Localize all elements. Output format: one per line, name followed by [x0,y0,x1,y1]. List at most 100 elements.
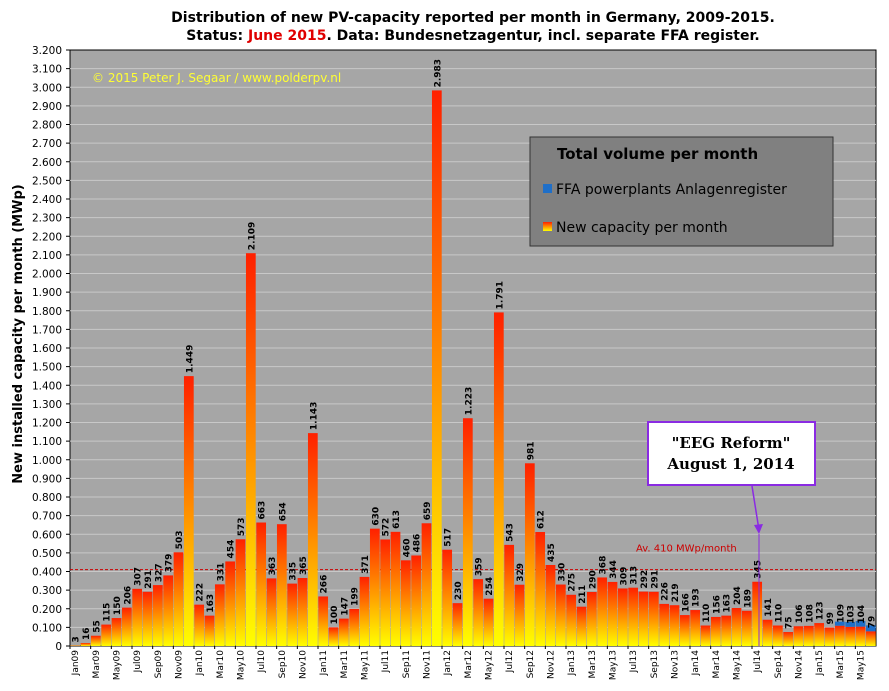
data-label: 291 [144,570,154,589]
bar [349,608,360,646]
x-tick-label: Nov09 [175,650,185,679]
x-tick-label: Mar14 [712,650,722,679]
legend-item-capacity: New capacity per month [556,220,728,236]
x-tick-label: Sep13 [650,650,660,678]
bar [380,539,391,646]
callout-arrow-line [751,485,760,531]
bar [514,584,525,646]
data-label: 503 [175,531,185,550]
y-tick-label: 0.300 [32,585,62,597]
x-tick-label: Mar15 [836,650,846,678]
bar [834,625,845,646]
data-label: 543 [506,523,516,542]
y-tick-label: 2.400 [32,194,62,206]
bar [855,626,866,646]
data-label: 226 [661,582,671,601]
bar [111,618,122,646]
bar [318,596,329,646]
ffa-bar [855,621,866,627]
data-label: 981 [526,441,536,460]
y-tick-label: 2.000 [32,269,62,281]
y-tick-label: 0.400 [32,567,62,579]
data-label: 454 [227,540,237,559]
ffa-bar [865,625,876,632]
bar [545,564,556,646]
bar [276,524,287,646]
data-label: 517 [444,528,454,547]
data-label: 110 [702,604,712,623]
data-label: 230 [454,581,464,600]
y-tick-label: 0.200 [32,604,62,616]
x-tick-label: Jan15 [815,650,825,676]
x-tick-label: May14 [733,650,743,680]
bar [638,591,649,646]
y-tick-label: 2.100 [32,250,62,262]
x-tick-label: Mar10 [216,650,226,679]
data-label: 307 [134,567,144,586]
bar [152,585,163,646]
bar [710,616,721,646]
data-label: 211 [578,585,588,604]
bar [287,583,298,646]
x-tick-label: Jan14 [691,650,701,677]
bar [845,626,856,646]
data-label: 147 [340,597,350,616]
y-tick-label: 2.700 [32,138,62,150]
data-label: 371 [361,555,371,574]
ffa-bar [845,621,856,627]
bar [431,90,442,646]
bar [328,627,339,646]
bars [70,90,876,647]
bar [173,552,184,646]
data-label: 222 [196,583,206,602]
data-label: 104 [857,605,867,624]
x-tick-label: Jan09 [71,650,81,677]
data-label: 460 [402,539,412,558]
bar [442,549,453,646]
bar [700,625,711,646]
x-tick-label: Nov11 [423,650,433,679]
data-label: 275 [568,573,578,592]
bar [483,598,494,646]
bar [132,588,143,646]
x-tick-label: Jul11 [381,650,391,673]
callout-line2: August 1, 2014 [666,455,794,473]
bar [452,603,463,646]
bar [473,579,484,646]
data-label: 189 [743,589,753,608]
data-label: 156 [712,595,722,614]
data-label: 1.449 [185,345,195,373]
data-label: 309 [619,567,629,586]
bar [101,624,112,646]
bar [824,627,835,646]
x-tick-label: Jul09 [133,650,143,674]
data-label: 327 [154,563,164,582]
x-tick-label: May13 [609,650,619,680]
x-tick-label: Mar09 [92,650,102,679]
x-tick-label: Sep09 [154,650,164,679]
bar [752,581,763,646]
y-tick-label: 3.100 [32,64,62,76]
bar [504,544,515,646]
data-label: 2.983 [433,59,443,87]
bar [307,433,318,646]
bar [390,531,401,646]
x-tick-label: Mar11 [340,650,350,678]
y-axis-ticks: 0 0.100 0.200 0.300 0.400 0.500 0.600 0.700 0.80… [32,45,70,653]
y-tick-label: 2.900 [32,101,62,113]
data-label: 659 [423,501,433,520]
bar [90,635,101,646]
data-label: 79 [867,616,877,629]
bar [783,632,794,646]
legend-swatch-capacity [543,222,552,231]
bar [338,618,349,646]
average-line-group: Av. 410 MWp/month [70,544,876,571]
subtitle-part2: . Data: Bundesnetzagentur, incl. separat… [326,28,759,44]
y-tick-label: 1.400 [32,380,62,392]
bar [721,615,732,646]
x-tick-label: Jan10 [195,650,205,677]
y-tick-label: 0.100 [32,622,62,634]
data-label: 103 [847,605,857,624]
bar [70,645,81,646]
